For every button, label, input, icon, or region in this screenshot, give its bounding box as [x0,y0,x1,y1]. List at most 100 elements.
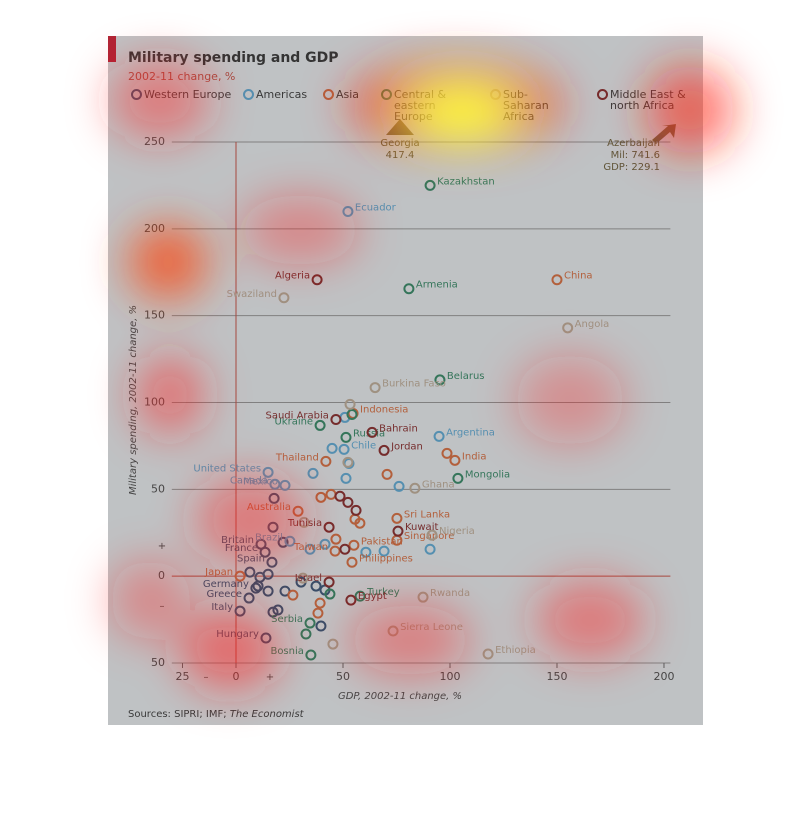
point [354,590,366,602]
point-label: Israel [295,573,322,584]
point-label: Burkina Faso [382,379,446,390]
point [452,472,464,484]
point [441,447,453,459]
point [360,546,372,558]
legend-marker [490,89,501,100]
point [424,543,436,555]
point [314,419,326,431]
point [311,274,323,286]
point [348,539,360,551]
point-label: Chile [351,440,376,451]
point-label: Turkey [366,587,400,598]
point [417,591,429,603]
point-label: Germany [203,579,249,590]
point-label: Armenia [416,280,458,291]
point [300,628,312,640]
point [315,491,327,503]
point [403,283,415,295]
point-label: Mongolia [465,469,510,480]
point-label: Saudi Arabia [265,411,328,422]
point-label: Algeria [275,271,310,282]
legend-item: Sub-Saharan Africa [490,89,570,122]
point [304,617,316,629]
legend-label: Americas [256,88,308,101]
point [244,566,256,578]
source-publisher: The Economist [230,709,305,720]
y-sign-negative: – [160,601,165,612]
point [339,543,351,555]
point-label: Sri Lanka [404,509,450,520]
point-label: Australia [247,502,291,513]
source-text: Sources: SIPRI; IMF; [128,709,227,720]
point [234,570,246,582]
annotation: GDP: 229.1 [603,162,660,173]
legend-label: Central & eastern Europe [394,88,447,123]
annotation: Georgia [380,138,419,149]
point [424,179,436,191]
point [350,504,362,516]
x-tick-label: 150 [546,670,567,683]
point-label: Angola [575,319,610,330]
point [334,490,346,502]
point [330,414,342,426]
point-label: Belarus [447,371,485,382]
x-tick-label: 50 [336,670,350,683]
legend-label: Western Europe [144,88,232,101]
y-tick-label: 50 [151,656,165,669]
point [354,517,366,529]
x-tick-label: 100 [439,670,460,683]
point-label: Pakistan [361,536,403,547]
x-sign-negative: – [204,672,209,683]
annotation: Mil: 741.6 [611,150,660,161]
point-label: Swaziland [227,289,277,300]
point-label: Bosnia [270,646,303,657]
point [262,585,274,597]
point [346,408,358,420]
y-tick-label: 250 [144,135,165,148]
point [449,454,461,466]
point [305,649,317,661]
point [344,398,356,410]
y-sign-positive: + [158,541,166,552]
point [346,556,358,568]
point-label: Indonesia [360,404,408,415]
legend-label: Middle East & north Africa [610,88,686,112]
point-label: Kuwait [405,522,438,533]
point [340,431,352,443]
point-label: Serbia [271,614,303,625]
point [314,597,326,609]
point-label: Russia [353,428,385,439]
point-label: Sierra Leone [400,622,463,633]
point [562,322,574,334]
point-label: Ukraine [274,416,313,427]
legend-marker [597,89,608,100]
point [327,638,339,650]
point [338,443,350,455]
point-label: Ghana [422,479,455,490]
y-tick-label: 200 [144,222,165,235]
red-tab [108,36,116,62]
y-tick-label: 100 [144,396,165,409]
point [326,442,338,454]
point [392,525,404,537]
point [324,588,336,600]
point-label: Tunisia [287,518,322,529]
annotation: 417.4 [386,150,415,161]
point-label: Thailand [275,452,319,463]
x-axis-label: GDP, 2002-11 change, % [338,691,462,702]
legend-item: Middle East & north Africa [597,89,687,111]
legend-item: Americas [243,89,307,100]
y-tick-label: 50 [151,482,165,495]
point-label: Spain [237,553,265,564]
legend-marker [323,89,334,100]
point [297,572,309,584]
point [329,545,341,557]
point [342,496,354,508]
x-tick-label: 200 [653,670,674,683]
point [345,594,357,606]
point-label: Mexico [243,476,278,487]
point-label: Jordan [390,441,423,452]
point-label: United States [193,463,261,474]
